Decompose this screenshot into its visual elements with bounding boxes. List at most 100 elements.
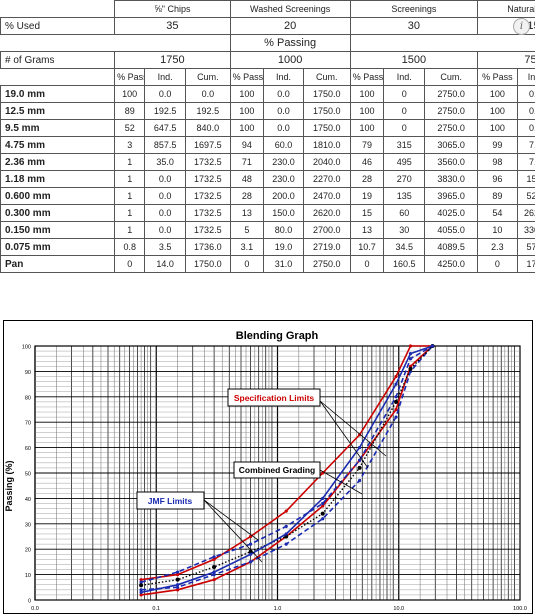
table-cell: 35.0 [144, 153, 187, 171]
blending-graph: Blending Graph 0 10 20 30 40 50 60 70 80 90 100 0.0… [0, 318, 535, 615]
table-cell: 150.0 [263, 204, 304, 222]
table-cell: 160.5 [383, 255, 426, 273]
table-cell: 57.8 [516, 238, 535, 256]
sieve-size-label: 2.36 mm [0, 153, 116, 171]
table-cell: 0 [383, 102, 426, 120]
table-cell: 71 [229, 153, 265, 171]
data-point [394, 407, 398, 412]
sieve-size-label: Pan [0, 255, 116, 273]
table-cell: 2.3 [477, 238, 518, 256]
table-corner [1, 1, 115, 18]
series-line [140, 345, 433, 594]
table-cell: 1732.5 [185, 153, 231, 171]
table-cell: 192.5 [144, 102, 187, 120]
grams-value-washed: 1000 [229, 51, 351, 69]
table-cell: 1697.5 [185, 136, 231, 154]
table-row: 2.36 mm 1 35.0 1732.5 71 230.0 2040.0 46 495 3560… [0, 153, 535, 171]
table-cell: 262.5 [516, 204, 535, 222]
annotation-specification-limits: Specification Limits [227, 388, 387, 469]
table-cell: 1 [114, 153, 146, 171]
chart-axes: 0 10 20 30 40 50 60 70 80 90 100 0.0 0.1 1.0 10.0 100.0 [22, 345, 527, 613]
table-cell: 2700.0 [302, 221, 351, 239]
table-cell: 10 [477, 221, 518, 239]
table-row: 12.5 mm 89 192.5 192.5 100 0.0 1750.0 100 0 2750.… [0, 102, 535, 120]
table-cell: 0 [383, 119, 426, 137]
table-cell: 46 [349, 153, 385, 171]
table-cell: 0.0 [144, 187, 187, 205]
data-point [212, 557, 216, 561]
data-point [321, 496, 325, 500]
table-cell: 34.5 [383, 238, 426, 256]
table-cell: 1732.5 [185, 204, 231, 222]
sieve-size-label: 1.18 mm [0, 170, 116, 188]
table-cell: 100 [114, 85, 146, 103]
data-point [249, 534, 253, 539]
table-row: 0.300 mm 1 0.0 1732.5 13 150.0 2620.0 15 60 4025.… [0, 204, 535, 222]
data-point [139, 580, 143, 584]
table-row: Pan014.01750.0031.02750.00160.54250.0017… [0, 255, 535, 273]
chart-title: Blending Graph [236, 330, 319, 342]
table-cell: 200.0 [263, 187, 304, 205]
passing-spacer [350, 35, 535, 52]
sieve-size-label: 4.75 mm [0, 136, 116, 154]
series-line [140, 345, 433, 581]
sieve-size-label: 12.5 mm [0, 102, 116, 120]
data-point [357, 458, 362, 462]
series-line [140, 345, 433, 583]
subheader-cell: Ind. [263, 68, 304, 86]
data-point [408, 366, 413, 371]
column-header-natural-sand: Natural Sand [477, 0, 535, 18]
data-point [212, 570, 216, 574]
sieve-size-label: 0.300 mm [0, 204, 116, 222]
table-cell: 54 [477, 204, 518, 222]
annotation-text: Specification Limits [234, 393, 315, 403]
data-point [357, 465, 362, 470]
data-point [394, 374, 398, 379]
table-cell: 2719.0 [302, 238, 351, 256]
y-tick-label: 20 [25, 548, 31, 554]
data-point [212, 573, 216, 577]
table-cell: 31.0 [263, 255, 304, 273]
table-cell: 100 [229, 85, 265, 103]
table-cell: 0 [383, 85, 426, 103]
table-cell: 0 [477, 255, 518, 273]
blend-table: ⅝" Chips Washed Screenings Screenings Na… [0, 0, 535, 273]
table-cell: 1 [114, 170, 146, 188]
table-cell: 0.0 [263, 102, 304, 120]
passing-spacer [1, 35, 115, 52]
table-cell: 3.5 [144, 238, 187, 256]
data-point [321, 517, 325, 521]
table-cell: 2750.0 [424, 85, 479, 103]
table-cell: 1732.5 [185, 221, 231, 239]
table-cell: 2270.0 [302, 170, 351, 188]
data-point [284, 534, 289, 539]
column-header-chips: ⅝" Chips [114, 0, 231, 18]
table-cell: 2750.0 [302, 255, 351, 273]
grams-value-sand: 750 [477, 51, 535, 69]
passing-spacer [115, 35, 230, 52]
table-cell: 28 [229, 187, 265, 205]
annotation-jmf-limits: JMF Limits [136, 491, 263, 563]
table-cell: 0 [349, 255, 385, 273]
subheader-cell: Ind. [383, 68, 426, 86]
table-cell: 13 [229, 204, 265, 222]
used-value-washed: 20 [229, 17, 351, 35]
used-value-chips: 35 [114, 17, 231, 35]
sieve-size-label: 9.5 mm [0, 119, 116, 137]
info-icon[interactable]: i [513, 18, 530, 35]
table-cell: 0.0 [516, 85, 535, 103]
table-row: 0.150 mm 1 0.0 1732.5 5 80.0 2700.0 13 30 4055.0 1… [0, 221, 535, 239]
subheader-cell: % Pass [114, 68, 146, 86]
table-row: 1.18 mm 1 0.0 1732.5 48 230.0 2270.0 28 270 3830.… [0, 170, 535, 188]
table-cell: 315 [383, 136, 426, 154]
table-cell: 135 [383, 187, 426, 205]
table-cell: 15.0 [516, 170, 535, 188]
data-point [139, 578, 143, 582]
table-cell: 647.5 [144, 119, 187, 137]
table-cell: 14.0 [144, 255, 187, 273]
table-row: 19.0 mm 100 0.0 0.0 100 0.0 1750.0 100 0 2750.0 10… [0, 85, 535, 103]
y-tick-label: 40 [25, 497, 31, 503]
series-line [141, 345, 434, 591]
data-point [284, 509, 288, 513]
subheader-cell: % Pass [349, 68, 385, 86]
